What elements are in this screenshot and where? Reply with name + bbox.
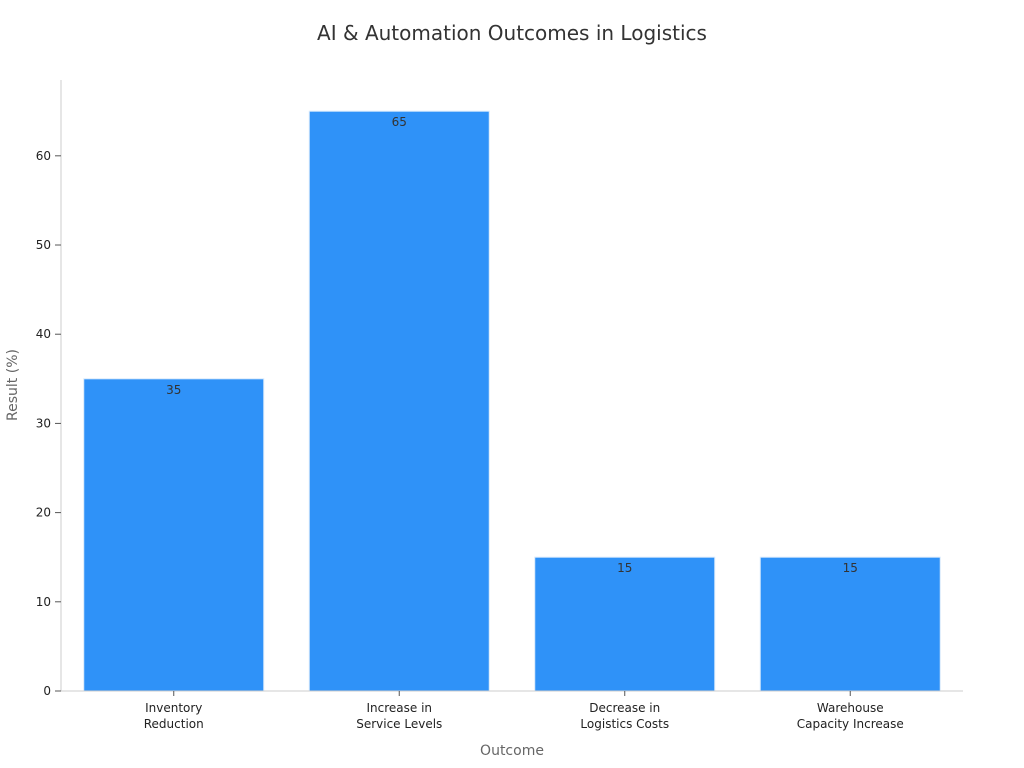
chart-title: AI & Automation Outcomes in Logistics: [317, 21, 707, 45]
bar: [534, 556, 716, 692]
x-tick-label-line: Reduction: [144, 717, 204, 731]
x-axis-title: Outcome: [480, 743, 544, 759]
x-axis-ticks: Inventory Reduction Increase in Service Lev…: [144, 691, 904, 731]
y-tick-label: 20: [36, 506, 51, 520]
data-label: 15: [843, 561, 858, 575]
x-tick-label-line: Warehouse: [817, 701, 884, 715]
x-tick-label-line: Logistics Costs: [580, 717, 669, 731]
x-tick-label-line: Increase in: [366, 701, 432, 715]
y-tick-label: 40: [36, 327, 51, 341]
bar: [759, 556, 941, 692]
y-axis-ticks: 0 10 20 30 40 50 60: [36, 149, 61, 698]
data-labels-group: 35 65 15 15: [166, 115, 858, 575]
x-tick-label: Decrease in Logistics Costs: [580, 701, 669, 731]
y-tick-label: 0: [43, 684, 51, 698]
x-tick-label-line: Decrease in: [589, 701, 660, 715]
y-tick-label: 30: [36, 416, 51, 430]
x-tick-label-line: Service Levels: [356, 717, 442, 731]
y-tick-label: 10: [36, 595, 51, 609]
bar: [308, 110, 490, 692]
y-tick-label: 60: [36, 149, 51, 163]
x-tick-label-line: Capacity Increase: [797, 717, 904, 731]
y-axis-title: Result (%): [5, 349, 21, 421]
x-tick-label-line: Inventory: [145, 701, 202, 715]
bars-group: [83, 110, 941, 692]
x-tick-label: Increase in Service Levels: [356, 701, 442, 731]
data-label: 35: [166, 383, 181, 397]
data-label: 65: [392, 115, 407, 129]
y-tick-label: 50: [36, 238, 51, 252]
x-tick-label: Warehouse Capacity Increase: [797, 701, 904, 731]
x-tick-label: Inventory Reduction: [144, 701, 204, 731]
data-label: 15: [617, 561, 632, 575]
bar: [83, 378, 265, 692]
